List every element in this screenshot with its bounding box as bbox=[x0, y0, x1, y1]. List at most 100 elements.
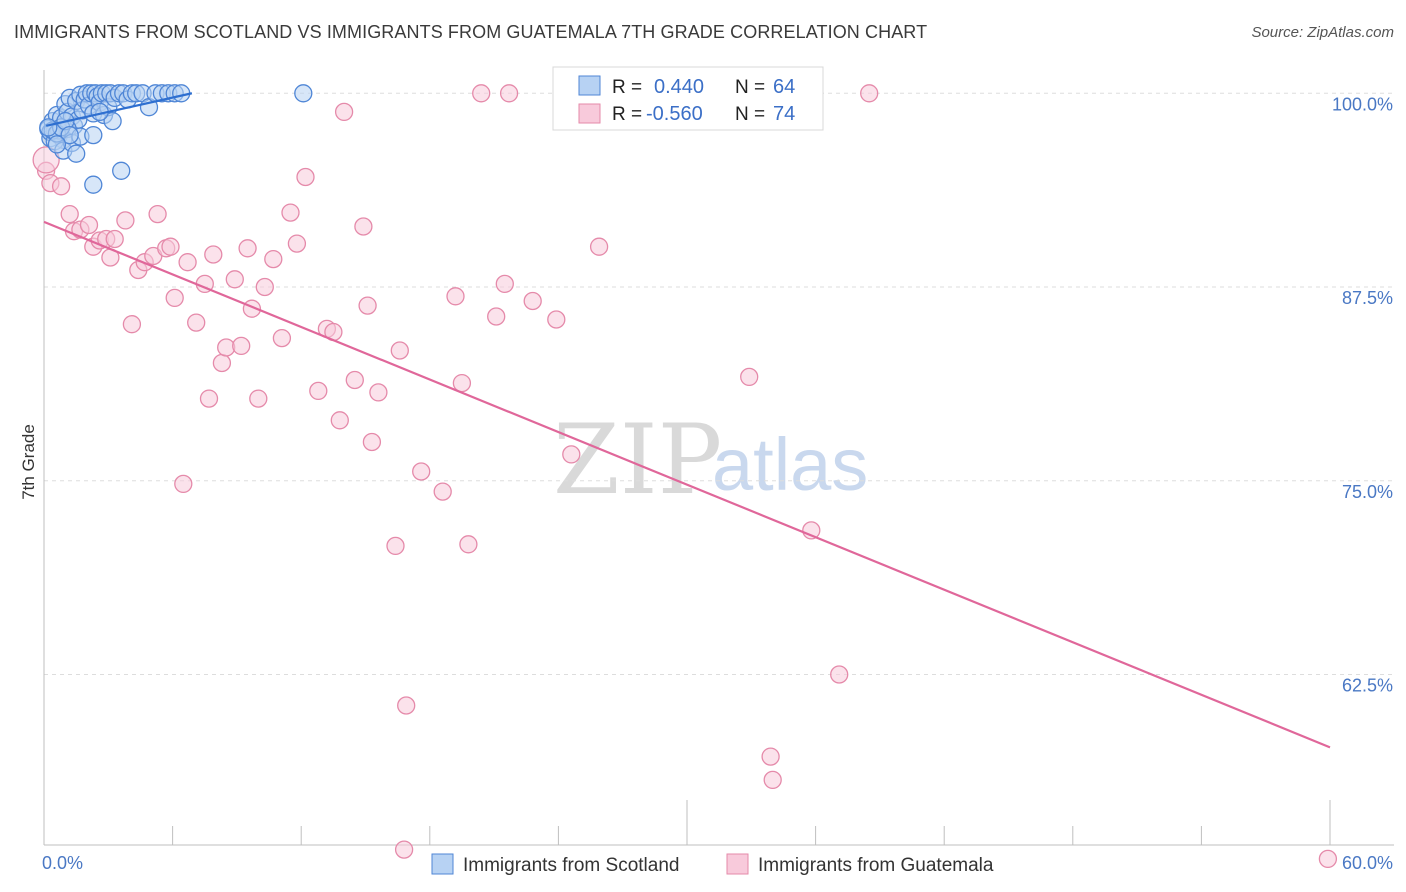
x-axis-tick-labels: 0.0% 60.0% bbox=[42, 853, 1393, 873]
guatemala-point-35 bbox=[272, 328, 292, 348]
guatemala-point-57 bbox=[472, 84, 491, 103]
guatemala-point-13 bbox=[122, 315, 142, 334]
watermark: ZIP atlas bbox=[553, 404, 868, 516]
x-tick-label-1: 60.0% bbox=[1342, 853, 1393, 873]
guatemala-point-34 bbox=[264, 249, 283, 269]
guatemala-point-22 bbox=[187, 313, 206, 332]
series-legend: Immigrants from Scotland Immigrants from… bbox=[431, 853, 994, 876]
stats-legend: R = 0.440 N = 64 R = -0.560 N = 74 bbox=[552, 66, 824, 131]
x-axis-ticks bbox=[172, 800, 1331, 845]
y-tick-label-1: 87.5% bbox=[1342, 288, 1393, 308]
guatemala-point-63 bbox=[562, 445, 581, 464]
chart-title: IMMIGRANTS FROM SCOTLAND VS IMMIGRANTS F… bbox=[14, 22, 928, 42]
guatemala-point-30 bbox=[238, 239, 257, 258]
guatemala-point-62 bbox=[547, 310, 566, 329]
stats-legend-n-label-guatemala: N = bbox=[735, 104, 765, 125]
watermark-zip: ZIP bbox=[553, 404, 722, 516]
guatemala-point-28 bbox=[225, 270, 244, 289]
scotland-point-30 bbox=[103, 111, 122, 131]
series-legend-swatch-scotland bbox=[431, 853, 454, 875]
guatemala-point-60 bbox=[499, 84, 519, 103]
stats-legend-r-value-scotland: 0.440 bbox=[654, 76, 704, 98]
guatemala-point-33 bbox=[255, 277, 274, 297]
guatemala-point-51 bbox=[397, 696, 416, 715]
guatemala-point-36 bbox=[281, 203, 300, 222]
guatemala-point-42 bbox=[330, 411, 349, 430]
stats-legend-n-value-guatemala: 74 bbox=[773, 103, 795, 125]
guatemala-point-21 bbox=[178, 253, 197, 272]
guatemala-point-54 bbox=[446, 287, 465, 306]
guatemala-trend-line bbox=[43, 220, 1331, 749]
scotland-point-61 bbox=[294, 84, 313, 103]
scotland-point-50 bbox=[67, 144, 86, 163]
guatemala-point-45 bbox=[354, 217, 373, 236]
guatemala-point-50 bbox=[390, 341, 409, 360]
guatemala-point-32 bbox=[249, 389, 268, 408]
scotland-trend-line bbox=[45, 92, 193, 127]
stats-legend-swatch-scotland bbox=[578, 75, 601, 96]
chart-source: Source: ZipAtlas.com bbox=[1251, 24, 1394, 41]
guatemala-point-49 bbox=[386, 536, 405, 556]
scotland-point-62 bbox=[39, 118, 58, 137]
y-tick-label-2: 75.0% bbox=[1342, 482, 1393, 502]
guatemala-point-53 bbox=[433, 482, 452, 501]
x-tick-label-0: 0.0% bbox=[42, 853, 83, 873]
guatemala-point-37 bbox=[287, 234, 307, 253]
guatemala-point-3 bbox=[60, 204, 79, 224]
guatemala-point-12 bbox=[116, 211, 135, 230]
guatemala-point-61 bbox=[523, 291, 542, 311]
y-axis-title: 7th Grade bbox=[19, 424, 38, 500]
guatemala-point-38 bbox=[296, 167, 315, 187]
scotland-point-59 bbox=[112, 161, 131, 180]
guatemala-point-27 bbox=[217, 338, 236, 357]
scotland-point-57 bbox=[60, 125, 79, 145]
guatemala-point-48 bbox=[369, 383, 388, 402]
guatemala-point-64 bbox=[589, 237, 609, 256]
guatemala-point-70 bbox=[860, 84, 879, 103]
axes bbox=[43, 70, 1394, 846]
watermark-atlas: atlas bbox=[712, 423, 868, 506]
stats-legend-r-value-guatemala: -0.560 bbox=[646, 103, 703, 125]
series-legend-label-scotland: Immigrants from Scotland bbox=[463, 855, 679, 876]
scotland-point-52 bbox=[84, 125, 103, 145]
trend-lines bbox=[43, 92, 1331, 749]
guatemala-point-17 bbox=[148, 204, 167, 224]
guatemala-points bbox=[32, 84, 1338, 869]
guatemala-point-72 bbox=[1318, 849, 1338, 869]
guatemala-point-73 bbox=[174, 474, 193, 494]
series-legend-swatch-guatemala bbox=[726, 853, 749, 875]
guatemala-point-69 bbox=[830, 665, 849, 684]
guatemala-point-25 bbox=[204, 245, 223, 264]
guatemala-point-47 bbox=[362, 432, 382, 452]
guatemala-point-6 bbox=[79, 215, 99, 235]
gridlines bbox=[44, 92, 1394, 675]
guatemala-point-26 bbox=[212, 353, 232, 373]
guatemala-point-52 bbox=[412, 462, 431, 481]
guatemala-point-46 bbox=[358, 296, 377, 315]
guatemala-point-19 bbox=[161, 237, 180, 256]
stats-legend-n-label-scotland: N = bbox=[735, 77, 765, 98]
stats-legend-r-label-guatemala: R = bbox=[612, 104, 642, 125]
stats-legend-r-label-scotland: R = bbox=[612, 77, 642, 98]
guatemala-point-71 bbox=[394, 840, 414, 859]
guatemala-point-44 bbox=[345, 370, 364, 390]
guatemala-point-58 bbox=[487, 307, 506, 326]
guatemala-point-39 bbox=[309, 381, 328, 401]
guatemala-point-20 bbox=[165, 288, 184, 308]
y-tick-label-3: 62.5% bbox=[1342, 676, 1393, 696]
y-axis-tick-labels: 100.0% 87.5% 75.0% 62.5% bbox=[1332, 94, 1393, 695]
guatemala-point-67 bbox=[763, 770, 782, 790]
stats-legend-swatch-guatemala bbox=[578, 103, 601, 124]
guatemala-point-2 bbox=[51, 177, 71, 196]
series-legend-label-guatemala: Immigrants from Guatemala bbox=[758, 855, 994, 876]
scotland-points bbox=[39, 84, 313, 194]
guatemala-point-65 bbox=[740, 367, 759, 387]
scotland-point-60 bbox=[84, 175, 103, 194]
guatemala-point-59 bbox=[495, 274, 514, 294]
guatemala-point-43 bbox=[334, 102, 354, 122]
guatemala-cluster-point bbox=[32, 146, 60, 174]
guatemala-point-29 bbox=[232, 336, 251, 356]
y-tick-label-0: 100.0% bbox=[1332, 94, 1393, 114]
guatemala-point-11 bbox=[105, 229, 124, 249]
